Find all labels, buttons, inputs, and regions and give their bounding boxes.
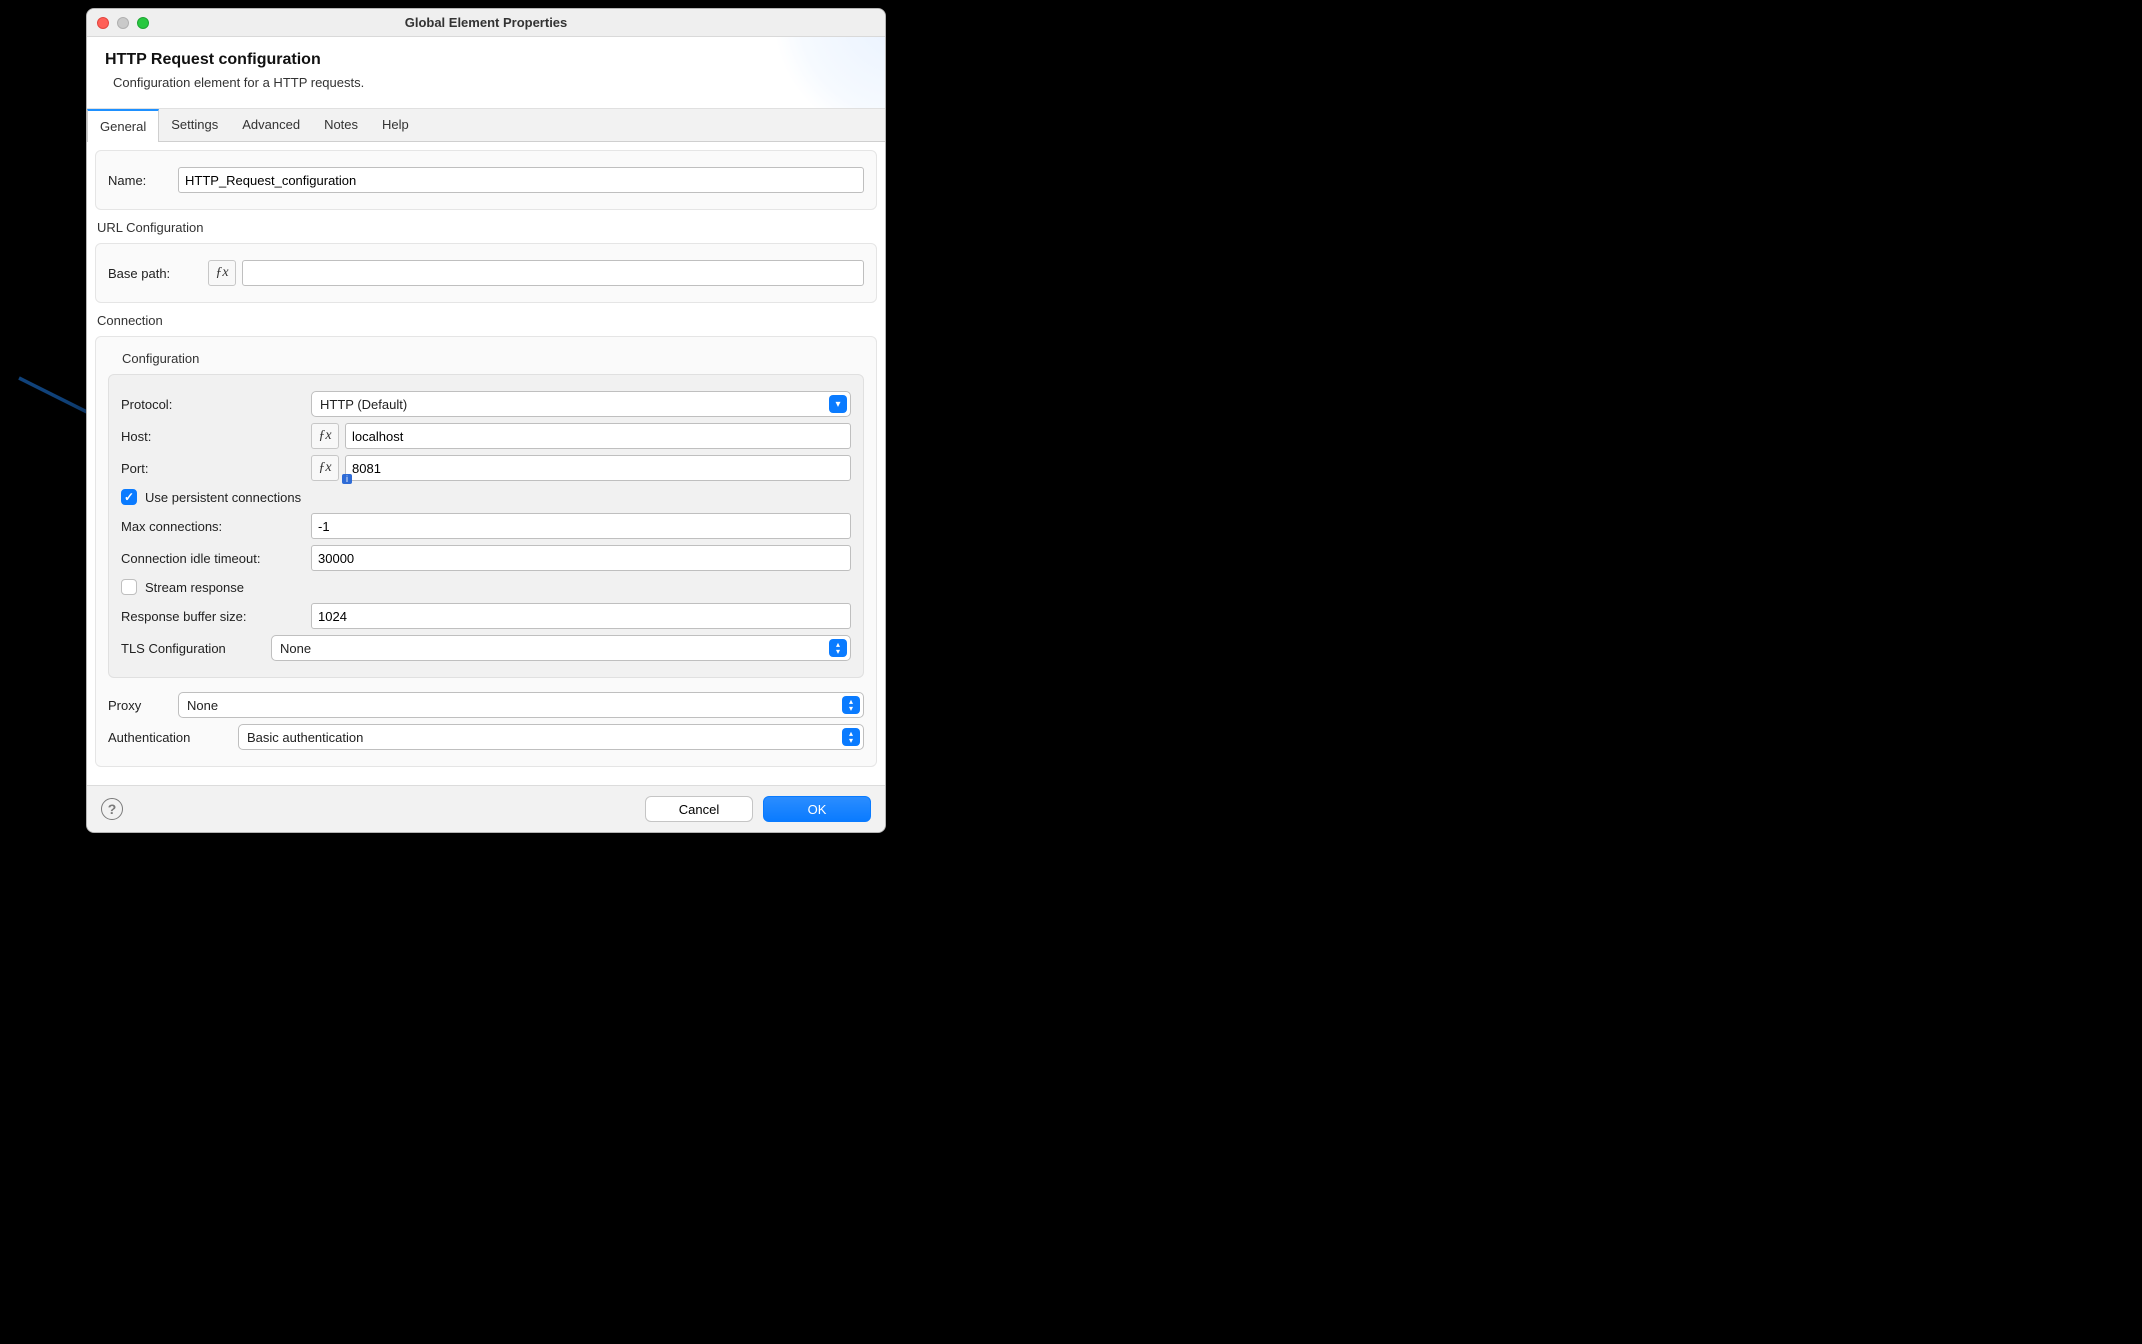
host-input[interactable]	[345, 423, 851, 449]
persistent-label: Use persistent connections	[145, 490, 301, 505]
persistent-checkbox[interactable]	[121, 489, 137, 505]
fx-button-port[interactable]: ƒx	[311, 455, 339, 481]
idle-timeout-input[interactable]	[311, 545, 851, 571]
stream-response-label: Stream response	[145, 580, 244, 595]
updown-icon	[829, 639, 847, 657]
name-group: Name:	[95, 150, 877, 210]
tab-settings[interactable]: Settings	[159, 109, 230, 141]
tab-advanced[interactable]: Advanced	[230, 109, 312, 141]
max-conn-input[interactable]	[311, 513, 851, 539]
dialog-footer: ? Cancel OK	[87, 785, 885, 832]
header-band: HTTP Request configuration Configuration…	[87, 37, 885, 109]
titlebar: Global Element Properties	[87, 9, 885, 37]
window-title: Global Element Properties	[87, 15, 885, 30]
name-input[interactable]	[178, 167, 864, 193]
tab-general[interactable]: General	[87, 109, 159, 142]
url-config-title: URL Configuration	[97, 220, 877, 235]
chevron-down-icon	[829, 395, 847, 413]
auth-label: Authentication	[108, 730, 228, 745]
max-conn-label: Max connections:	[121, 519, 301, 534]
fx-button-basepath[interactable]: ƒx	[208, 260, 236, 286]
base-path-input[interactable]	[242, 260, 864, 286]
protocol-select[interactable]: HTTP (Default)	[311, 391, 851, 417]
updown-icon	[842, 728, 860, 746]
fx-button-host[interactable]: ƒx	[311, 423, 339, 449]
name-label: Name:	[108, 173, 168, 188]
tab-body: Name: URL Configuration Base path: ƒx Co…	[87, 142, 885, 785]
url-config-group: Base path: ƒx	[95, 243, 877, 303]
proxy-select[interactable]: None	[178, 692, 864, 718]
header-decor	[745, 37, 885, 108]
auth-select[interactable]: Basic authentication	[238, 724, 864, 750]
auth-value: Basic authentication	[247, 730, 363, 745]
port-input[interactable]	[345, 455, 851, 481]
cancel-button[interactable]: Cancel	[645, 796, 753, 822]
protocol-label: Protocol:	[121, 397, 301, 412]
stream-response-checkbox[interactable]	[121, 579, 137, 595]
configuration-subgroup: Protocol: HTTP (Default) Host: ƒx	[108, 374, 864, 678]
proxy-label: Proxy	[108, 698, 168, 713]
dialog-window: Global Element Properties HTTP Request c…	[86, 8, 886, 833]
port-label: Port:	[121, 461, 301, 476]
connection-group: Configuration Protocol: HTTP (Default) H…	[95, 336, 877, 767]
help-icon[interactable]: ?	[101, 798, 123, 820]
updown-icon	[842, 696, 860, 714]
tls-value: None	[280, 641, 311, 656]
host-label: Host:	[121, 429, 301, 444]
idle-timeout-label: Connection idle timeout:	[121, 551, 301, 566]
tls-label: TLS Configuration	[121, 641, 261, 656]
protocol-value: HTTP (Default)	[320, 397, 407, 412]
configuration-title: Configuration	[122, 351, 864, 366]
tab-notes[interactable]: Notes	[312, 109, 370, 141]
ok-button[interactable]: OK	[763, 796, 871, 822]
tab-help[interactable]: Help	[370, 109, 421, 141]
info-badge-icon: i	[342, 474, 352, 484]
resp-buffer-input[interactable]	[311, 603, 851, 629]
base-path-label: Base path:	[108, 266, 198, 281]
resp-buffer-label: Response buffer size:	[121, 609, 301, 624]
tls-select[interactable]: None	[271, 635, 851, 661]
connection-title: Connection	[97, 313, 877, 328]
tab-bar: General Settings Advanced Notes Help	[87, 109, 885, 142]
proxy-value: None	[187, 698, 218, 713]
